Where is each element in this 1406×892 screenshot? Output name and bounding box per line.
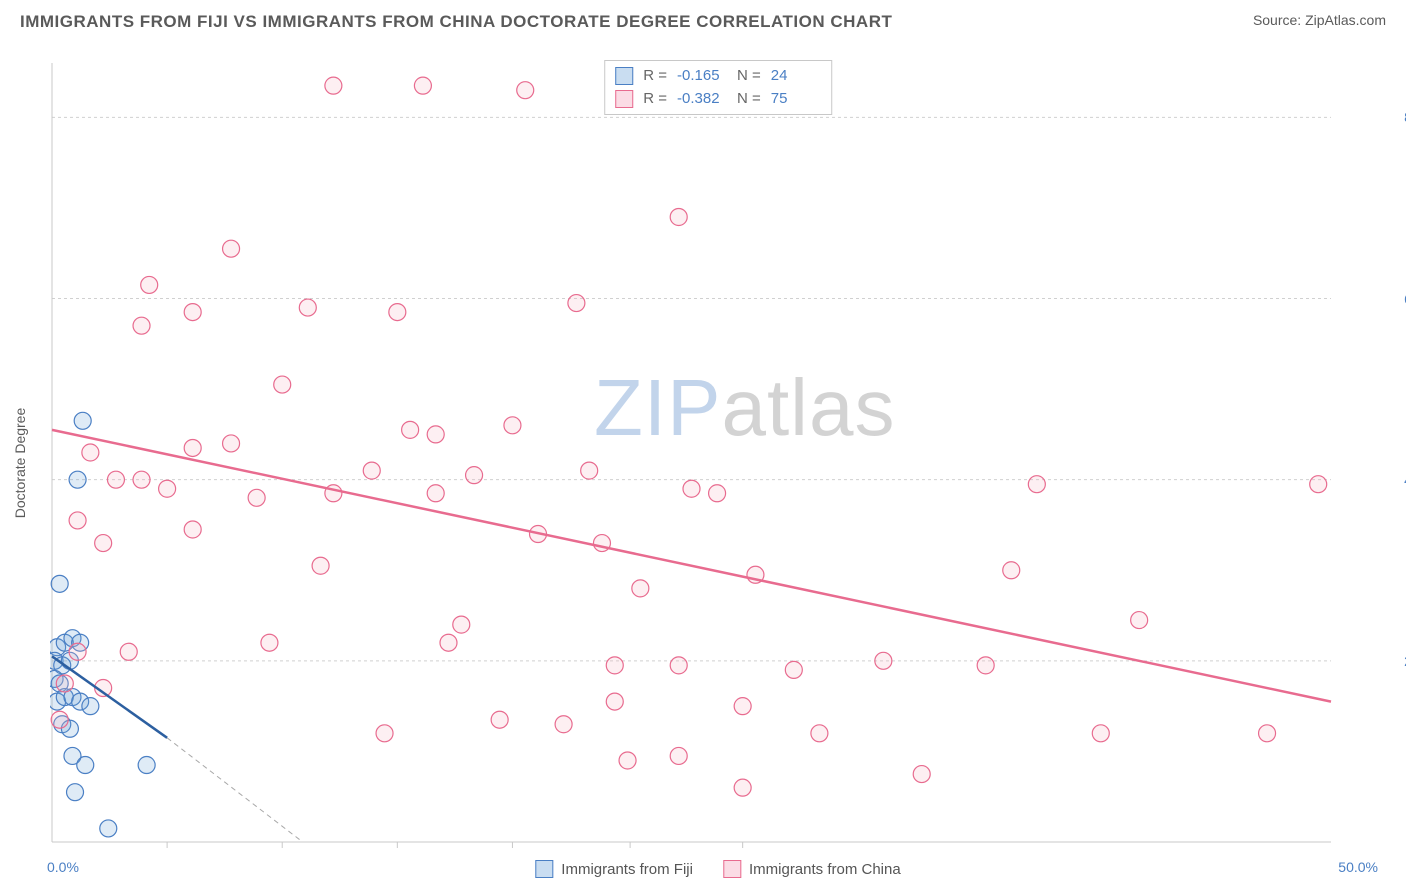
swatch-china-icon xyxy=(723,860,741,878)
bottom-legend: Immigrants from Fiji Immigrants from Chi… xyxy=(535,860,900,878)
swatch-fiji-icon xyxy=(535,860,553,878)
x-tick-label: 50.0% xyxy=(1338,859,1378,875)
x-tick-label: 0.0% xyxy=(47,859,79,875)
stats-row-china: R = -0.382 N = 75 xyxy=(615,88,821,111)
legend-item-china: Immigrants from China xyxy=(723,860,901,878)
header: IMMIGRANTS FROM FIJI VS IMMIGRANTS FROM … xyxy=(0,0,1406,40)
correlation-stats-box: R = -0.165 N = 24 R = -0.382 N = 75 xyxy=(604,60,832,115)
stats-row-fiji: R = -0.165 N = 24 xyxy=(615,65,821,88)
chart-container: Doctorate Degree R = -0.165 N = 24 R = -… xyxy=(50,60,1386,850)
chart-title: IMMIGRANTS FROM FIJI VS IMMIGRANTS FROM … xyxy=(20,12,892,32)
legend-item-fiji: Immigrants from Fiji xyxy=(535,860,693,878)
y-axis-label: Doctorate Degree xyxy=(12,408,28,519)
swatch-china xyxy=(615,90,633,108)
source-attribution: Source: ZipAtlas.com xyxy=(1253,12,1386,28)
swatch-fiji xyxy=(615,67,633,85)
scatter-plot xyxy=(50,60,1386,850)
